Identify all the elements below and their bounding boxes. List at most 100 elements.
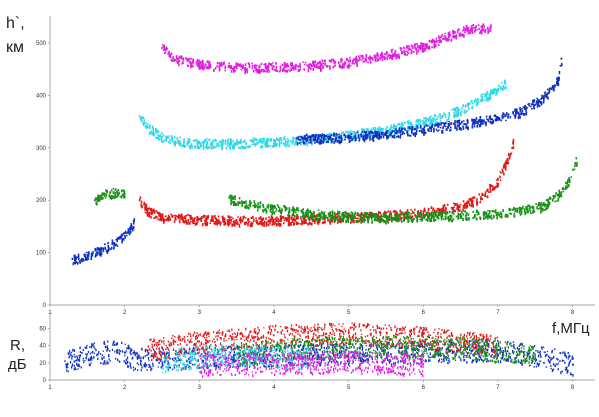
bottom-scatter-dot xyxy=(566,370,568,374)
top-scatter-dot xyxy=(214,138,217,142)
bottom-scatter-dot xyxy=(425,348,427,351)
top-scatter-dot xyxy=(378,215,380,218)
top-scatter-dot xyxy=(530,103,533,106)
top-scatter-dot xyxy=(275,208,278,211)
bottom-scatter-dot xyxy=(85,353,87,356)
top-scatter-dot xyxy=(279,219,281,222)
top-scatter-dot xyxy=(560,191,563,195)
top-scatter-dot xyxy=(312,63,315,67)
top-scatter-dot xyxy=(502,209,504,213)
bottom-scatter-dot xyxy=(93,342,96,344)
top-scatter-dot xyxy=(214,67,217,70)
top-scatter-dot xyxy=(267,205,269,209)
top-scatter-dot xyxy=(336,134,338,139)
bottom-scatter-dot xyxy=(99,353,102,355)
top-scatter-dot xyxy=(419,121,422,124)
top-scatter-dot xyxy=(352,215,354,219)
top-scatter-dot xyxy=(399,47,402,50)
bottom-scatter-dot xyxy=(309,347,311,350)
top-scatter-dot xyxy=(265,209,268,213)
top-scatter-dot xyxy=(305,142,307,145)
top-scatter-dot xyxy=(233,144,235,148)
bottom-scatter-dot xyxy=(480,356,482,360)
top-scatter-dot xyxy=(415,119,418,123)
top-scatter-dot xyxy=(306,141,308,144)
top-scatter-dot xyxy=(541,94,543,99)
top-scatter-dot xyxy=(73,254,76,258)
top-scatter-dot xyxy=(265,222,268,226)
bottom-scatter-dot xyxy=(213,365,215,368)
top-scatter-dot xyxy=(275,65,278,69)
top-scatter-dot xyxy=(227,215,230,218)
top-scatter-dot xyxy=(302,140,305,144)
top-scatter-dot xyxy=(338,63,341,67)
top-scatter-dot xyxy=(492,214,495,218)
top-scatter-dot xyxy=(346,58,349,61)
top-scatter-dot xyxy=(344,135,347,139)
top-scatter-dot xyxy=(512,138,515,143)
bottom-scatter-dot xyxy=(89,352,92,355)
bottom-scatter-dot xyxy=(475,350,477,353)
top-scatter-dot xyxy=(487,209,489,212)
top-scatter-dot xyxy=(401,122,404,125)
top-scatter-dot xyxy=(239,218,242,221)
top-scatter-dot xyxy=(566,186,568,189)
top-scatter-dot xyxy=(282,222,285,225)
top-scatter-dot xyxy=(292,68,295,71)
bottom-scatter-dot xyxy=(515,357,518,359)
top-scatter-dot xyxy=(369,212,371,216)
top-scatter-dot xyxy=(305,138,307,142)
top-scatter-dot xyxy=(81,259,83,263)
top-scatter-dot xyxy=(183,140,185,143)
top-scatter-dot xyxy=(193,139,196,142)
top-scatter-dot xyxy=(475,103,478,105)
top-scatter-dot xyxy=(513,212,515,215)
top-scatter-dot xyxy=(329,217,332,222)
top-scatter-dot xyxy=(326,216,329,219)
top-scatter-dot xyxy=(439,38,441,42)
top-scatter-dot xyxy=(319,140,322,143)
bottom-scatter-dot xyxy=(276,345,278,348)
top-scatter-dot xyxy=(372,126,375,129)
top-scatter-dot xyxy=(95,197,97,199)
bottom-scatter-dot xyxy=(475,360,478,363)
top-scatter-dot xyxy=(416,125,419,128)
top-scatter-dot xyxy=(485,216,487,218)
top-scatter-dot xyxy=(301,209,304,213)
bottom-scatter-dot xyxy=(206,367,208,369)
bottom-scatter-dot xyxy=(150,369,152,372)
top-scatter-dot xyxy=(440,116,443,119)
top-scatter-dot xyxy=(511,147,513,149)
top-scatter-dot xyxy=(448,39,450,42)
top-scatter-dot xyxy=(430,211,433,215)
top-scatter-dot xyxy=(301,219,303,223)
top-scatter-dot xyxy=(476,201,478,206)
top-scatter-dot xyxy=(162,134,165,137)
bottom-scatter-dot xyxy=(551,357,553,360)
bottom-scatter-dot xyxy=(369,351,371,354)
top-scatter-dot xyxy=(467,200,470,204)
top-scatter-dot xyxy=(245,205,248,209)
top-scatter-dot xyxy=(475,25,478,28)
bottom-scatter-dot xyxy=(278,354,281,357)
bottom-scatter-dot xyxy=(343,347,345,350)
top-scatter-dot xyxy=(420,218,423,222)
bottom-marks xyxy=(64,322,574,378)
top-scatter-dot xyxy=(448,31,451,34)
top-scatter-dot xyxy=(99,250,101,254)
bottom-scatter-dot xyxy=(188,362,191,364)
top-scatter-dot xyxy=(172,59,174,63)
top-scatter-dot xyxy=(362,137,364,141)
bottom-scatter-dot xyxy=(73,349,76,353)
top-scatter-dot xyxy=(87,253,90,258)
top-scatter-dot xyxy=(554,195,557,198)
bottom-scatter-dot xyxy=(383,359,385,363)
top-scatter-dot xyxy=(481,28,483,31)
top-scatter-dot xyxy=(354,211,356,215)
top-scatter-dot xyxy=(415,132,418,136)
top-scatter-dot xyxy=(540,100,542,104)
top-data-point xyxy=(101,247,104,250)
top-scatter-dot xyxy=(205,217,208,219)
top-scatter-dot xyxy=(188,140,191,144)
top-scatter-dot xyxy=(190,57,193,60)
